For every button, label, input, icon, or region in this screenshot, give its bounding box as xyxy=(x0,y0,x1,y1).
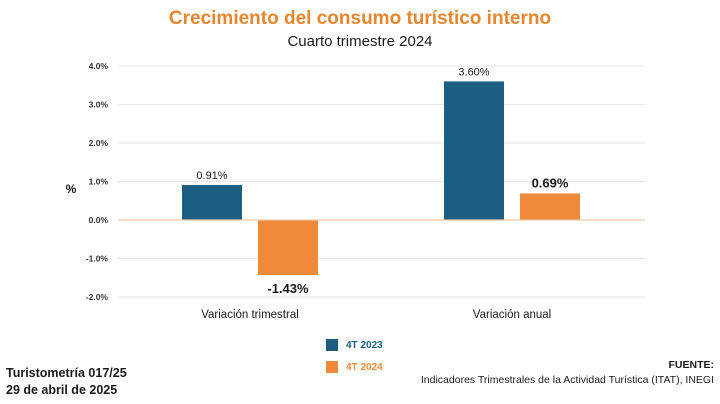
report-info: Turistometría 017/25 29 de abril de 2025 xyxy=(6,365,127,399)
bar-4t2024-1 xyxy=(520,193,580,220)
y-tick-label: 0.0% xyxy=(89,215,109,225)
x-category-label: Variación anual xyxy=(473,309,551,321)
source-info: FUENTE: Indicadores Trimestrales de la A… xyxy=(421,358,714,388)
bar-4t2023-1 xyxy=(444,81,504,221)
y-tick-label: -1.0% xyxy=(86,254,109,264)
y-tick-label: 3.0% xyxy=(89,100,109,110)
y-tick-label: -2.0% xyxy=(86,292,109,302)
source-label: FUENTE: xyxy=(668,359,715,371)
chart-subtitle: Cuarto trimestre 2024 xyxy=(287,33,433,50)
y-tick-label: 2.0% xyxy=(89,138,109,148)
chart-title: Crecimiento del consumo turístico intern… xyxy=(168,8,552,29)
source-text: Indicadores Trimestrales de la Actividad… xyxy=(420,374,714,386)
legend-item-4t2023: 4T 2023 xyxy=(326,334,383,356)
legend-swatch-4t2024 xyxy=(326,361,338,373)
legend-swatch-4t2023 xyxy=(326,339,338,351)
y-axis-label: % xyxy=(66,182,77,196)
legend-label-4t2024: 4T 2024 xyxy=(346,361,383,373)
x-category-label: Variación trimestral xyxy=(201,309,299,321)
data-label: 0.91% xyxy=(196,170,227,182)
data-label: -1.43% xyxy=(267,281,309,296)
report-date: 29 de abril de 2025 xyxy=(6,383,118,397)
legend-item-4t2024: 4T 2024 xyxy=(326,356,383,378)
y-tick-label: 1.0% xyxy=(89,177,109,187)
bar-4t2024-0 xyxy=(258,220,318,276)
data-label: 0.69% xyxy=(532,175,569,190)
data-label: 3.60% xyxy=(458,66,489,78)
legend-label-4t2023: 4T 2023 xyxy=(346,339,383,351)
report-id: Turistometría 017/25 xyxy=(6,366,127,380)
bar-4t2023-0 xyxy=(182,184,242,220)
chart-legend: 4T 2023 4T 2024 xyxy=(326,334,383,378)
y-tick-label: 4.0% xyxy=(89,61,109,71)
